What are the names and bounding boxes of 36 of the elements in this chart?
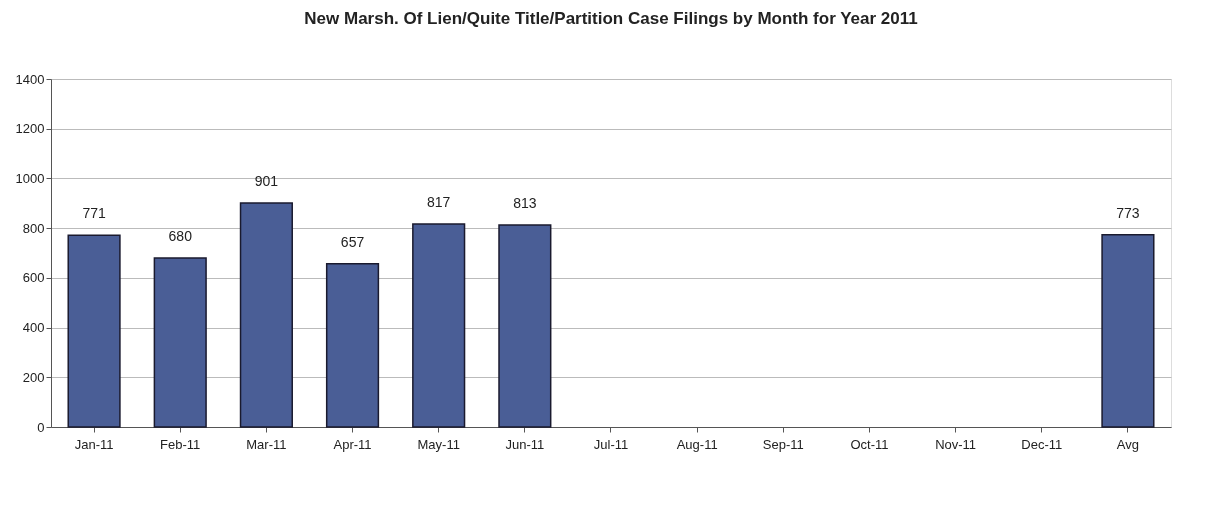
data-label: 771 — [82, 205, 106, 222]
bar — [498, 224, 552, 428]
x-tick-label: Jul-11 — [593, 436, 629, 452]
x-tick-label: Jan-11 — [74, 436, 114, 452]
data-label: 773 — [1116, 204, 1140, 221]
x-tick-label: Avg — [1116, 436, 1140, 452]
bar — [153, 257, 207, 428]
y-tick-label: 0 — [37, 419, 45, 435]
bar — [67, 234, 121, 428]
bar — [239, 202, 293, 428]
data-label: 813 — [513, 194, 537, 211]
x-tick-label: Nov-11 — [935, 436, 977, 452]
x-tick-label: Feb-11 — [160, 436, 201, 452]
y-tick-label: 1000 — [15, 170, 45, 186]
data-label: 901 — [254, 173, 279, 190]
x-tick-label: Aug-11 — [676, 436, 718, 452]
y-tick-label: 1400 — [15, 71, 45, 87]
y-tick-label: 1200 — [15, 121, 45, 137]
bar — [1101, 234, 1155, 428]
x-tick-label: Jun-11 — [505, 436, 545, 452]
x-tick-label: Oct-11 — [850, 436, 889, 452]
y-tick-label: 200 — [22, 369, 45, 385]
y-tick-label: 600 — [22, 270, 45, 286]
x-tick-label: Apr-11 — [333, 436, 372, 452]
x-tick-label: Sep-11 — [762, 436, 804, 452]
data-label: 817 — [427, 193, 451, 210]
bar — [412, 223, 466, 428]
y-tick-label: 400 — [22, 320, 45, 336]
y-tick-label: 800 — [22, 220, 45, 236]
bar — [325, 262, 380, 428]
data-label: 657 — [340, 233, 365, 250]
chart-title: New Marsh. Of Lien/Quite Title/Partition Case Filings by Month for Year 2011 — [304, 9, 918, 28]
x-tick-label: Mar-11 — [246, 436, 287, 452]
data-label: 680 — [168, 227, 193, 244]
x-tick-label: Dec-11 — [1021, 436, 1063, 452]
x-tick-label: May-11 — [417, 436, 460, 452]
